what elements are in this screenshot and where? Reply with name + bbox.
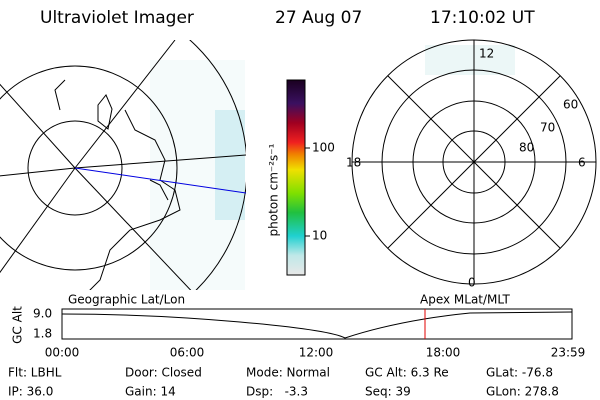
mlt-label: 18 — [346, 156, 361, 170]
status-field: GLon: 278.8 — [486, 385, 559, 399]
color-bar — [287, 80, 305, 275]
mlt-label: 0 — [468, 276, 476, 290]
status-field: Door: Closed — [125, 366, 202, 380]
lat-label: 80 — [519, 141, 534, 155]
status-field: Seq: 39 — [365, 385, 411, 399]
x-tick-label: 06:00 — [170, 346, 205, 360]
y-tick-label: 1.8 — [33, 327, 52, 341]
status-field: Mode: Normal — [246, 366, 330, 380]
y-tick-label: 9.0 — [33, 307, 52, 321]
timeline-left-title: Geographic Lat/Lon — [68, 293, 185, 307]
colorbar-tick: 10 — [312, 229, 327, 243]
colorbar-label: photon cm⁻²s⁻¹ — [267, 143, 281, 236]
colorbar-tick: 100 — [312, 141, 335, 155]
x-tick-label: 23:59 — [551, 346, 586, 360]
x-tick-label: 18:00 — [426, 346, 461, 360]
mlt-label: 6 — [578, 156, 586, 170]
geographic-map — [0, 40, 246, 290]
title: Ultraviolet Imager — [40, 8, 194, 28]
status-field: GC Alt: 6.3 Re — [365, 366, 449, 380]
date: 27 Aug 07 — [275, 8, 362, 28]
status-field: Gain: 14 — [125, 385, 176, 399]
mlt-label: 12 — [479, 47, 494, 61]
lat-label: 60 — [563, 98, 578, 112]
status-field: GLat: -76.8 — [486, 366, 553, 380]
y-axis-label: GC Alt — [11, 306, 25, 344]
lat-label: 70 — [540, 121, 555, 135]
status-field: Dsp: -3.3 — [246, 385, 308, 399]
timeline-box — [61, 308, 573, 340]
x-tick-label: 00:00 — [45, 346, 80, 360]
time: 17:10:02 UT — [430, 8, 535, 28]
x-tick-label: 12:00 — [299, 346, 334, 360]
altitude-curve — [61, 311, 573, 339]
status-field: Flt: LBHL — [8, 366, 62, 380]
status-field: IP: 36.0 — [8, 385, 53, 399]
polar-plot — [351, 39, 597, 285]
timeline-right-title: Apex MLat/MLT — [420, 293, 510, 307]
